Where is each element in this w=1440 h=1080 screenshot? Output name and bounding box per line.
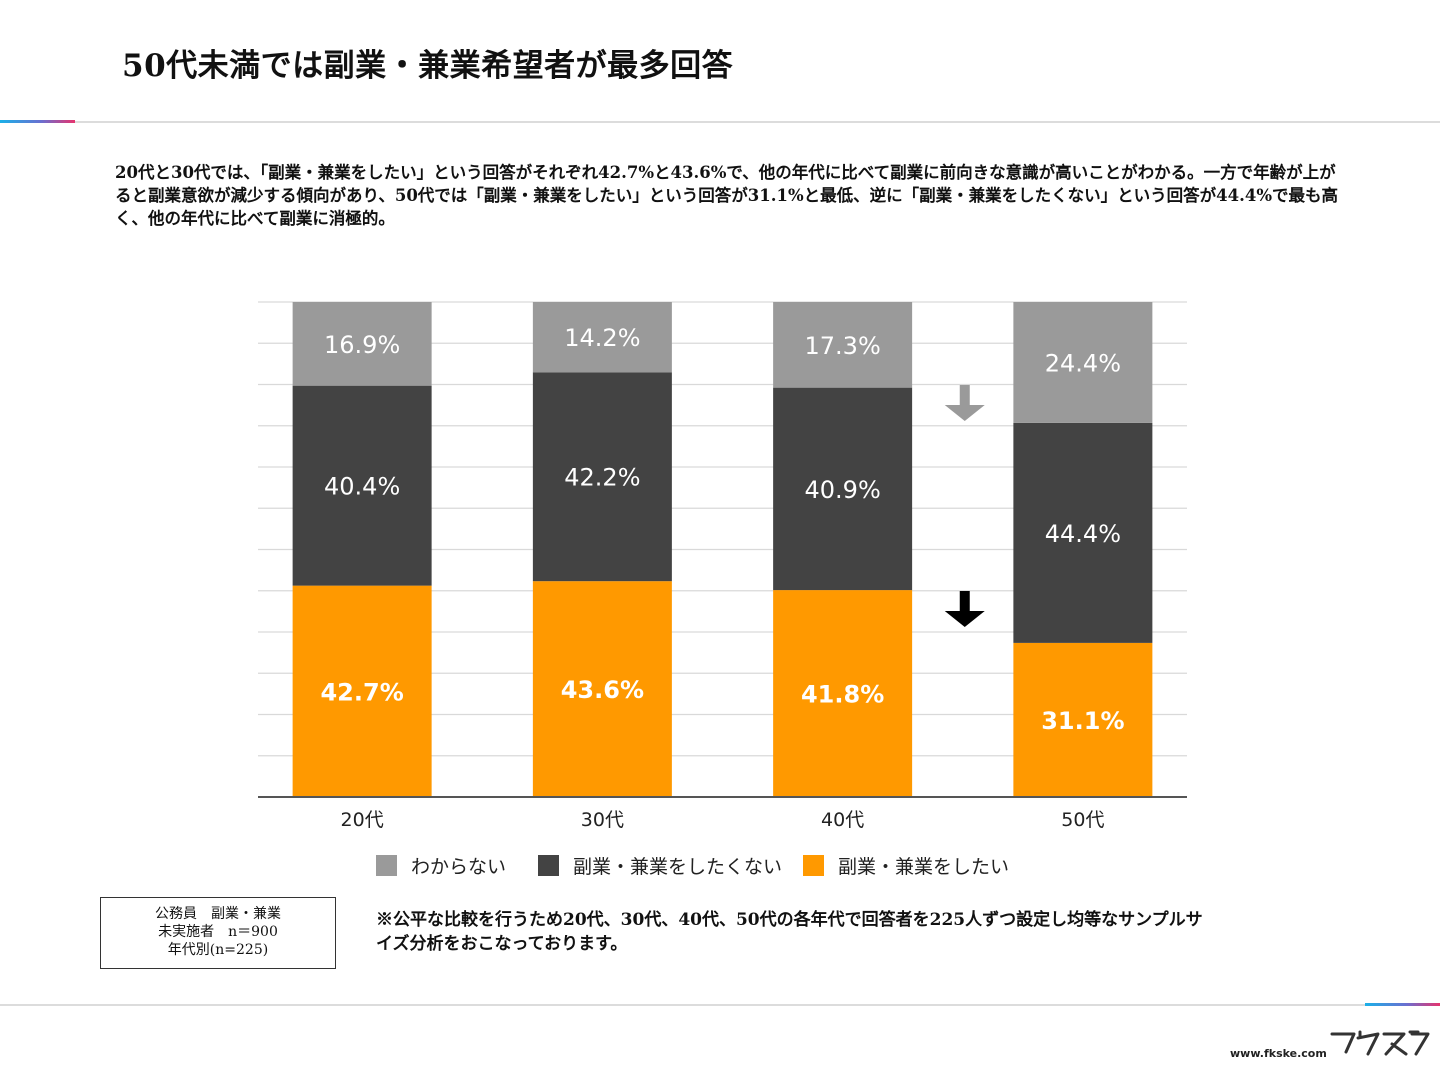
- legend-label: わからない: [411, 856, 506, 878]
- legend-swatch: [538, 855, 559, 876]
- data-label-not_want: 44.4%: [1045, 520, 1121, 548]
- data-label-want: 31.1%: [1041, 707, 1124, 735]
- sample-info-line-2: 未実施者 n＝900: [158, 924, 278, 940]
- x-tick-label: 50代: [1061, 809, 1104, 831]
- x-tick-label: 20代: [341, 809, 384, 831]
- footer-url[interactable]: www.fkske.com: [1230, 1047, 1327, 1060]
- legend-label: 副業・兼業をしたくない: [573, 856, 782, 878]
- bar-want: [532, 581, 672, 797]
- data-label-want: 43.6%: [561, 676, 644, 704]
- data-label-unknown: 16.9%: [324, 331, 400, 359]
- header-accent-line: [0, 120, 75, 123]
- page-title: 50代未満では副業・兼業希望者が最多回答: [122, 48, 734, 84]
- footer-divider: [0, 1004, 1440, 1006]
- arrow-down-want: [944, 591, 985, 627]
- data-label-unknown: 14.2%: [564, 324, 640, 352]
- data-label-not_want: 40.9%: [805, 476, 881, 504]
- footer-accent-line: [1365, 1003, 1440, 1006]
- sample-info-line-3: 年代別(n=225): [167, 942, 269, 958]
- summary-text: 20代と30代では、「副業・兼業をしたい」という回答がそれぞれ42.7%と43.…: [115, 163, 1339, 228]
- legend-label: 副業・兼業をしたい: [838, 856, 1009, 878]
- data-label-not_want: 42.2%: [564, 464, 640, 492]
- bar-unknown: [1013, 302, 1153, 423]
- bar-want: [773, 590, 913, 797]
- data-label-want: 42.7%: [320, 678, 403, 706]
- header-divider: [0, 121, 1440, 123]
- sample-info-box: 公務員 副業・兼業 未実施者 n＝900 年代別(n=225): [100, 897, 336, 969]
- data-label-not_want: 40.4%: [324, 473, 400, 501]
- data-label-want: 41.8%: [801, 681, 884, 709]
- legend-swatch: [803, 855, 824, 876]
- bar-not_want: [1013, 422, 1153, 643]
- x-tick-label: 40代: [821, 809, 864, 831]
- arrow-down-unknown: [944, 385, 985, 421]
- bar-not_want: [292, 385, 432, 586]
- bar-not_want: [532, 372, 672, 582]
- bar-unknown: [292, 302, 432, 386]
- bar-unknown: [532, 302, 672, 373]
- bar-not_want: [773, 387, 913, 591]
- bar-want: [1013, 642, 1153, 797]
- stacked-bar-chart: 42.7% 40.4% 16.9% 20代 43.6% 42.2% 14.2% 30代 41.8…: [258, 301, 1187, 878]
- methodology-note: ※公平な比較を行うため20代、30代、40代、50代の各年代で回答者を225人ず…: [376, 910, 1203, 954]
- x-tick-label: 30代: [581, 809, 624, 831]
- data-label-unknown: 17.3%: [805, 332, 881, 360]
- legend-swatch: [376, 855, 397, 876]
- fukusuke-logo: [1330, 1030, 1430, 1056]
- bar-want: [292, 585, 432, 797]
- sample-info-line-1: 公務員 副業・兼業: [155, 906, 281, 922]
- data-label-unknown: 24.4%: [1045, 349, 1121, 377]
- bar-unknown: [773, 302, 913, 388]
